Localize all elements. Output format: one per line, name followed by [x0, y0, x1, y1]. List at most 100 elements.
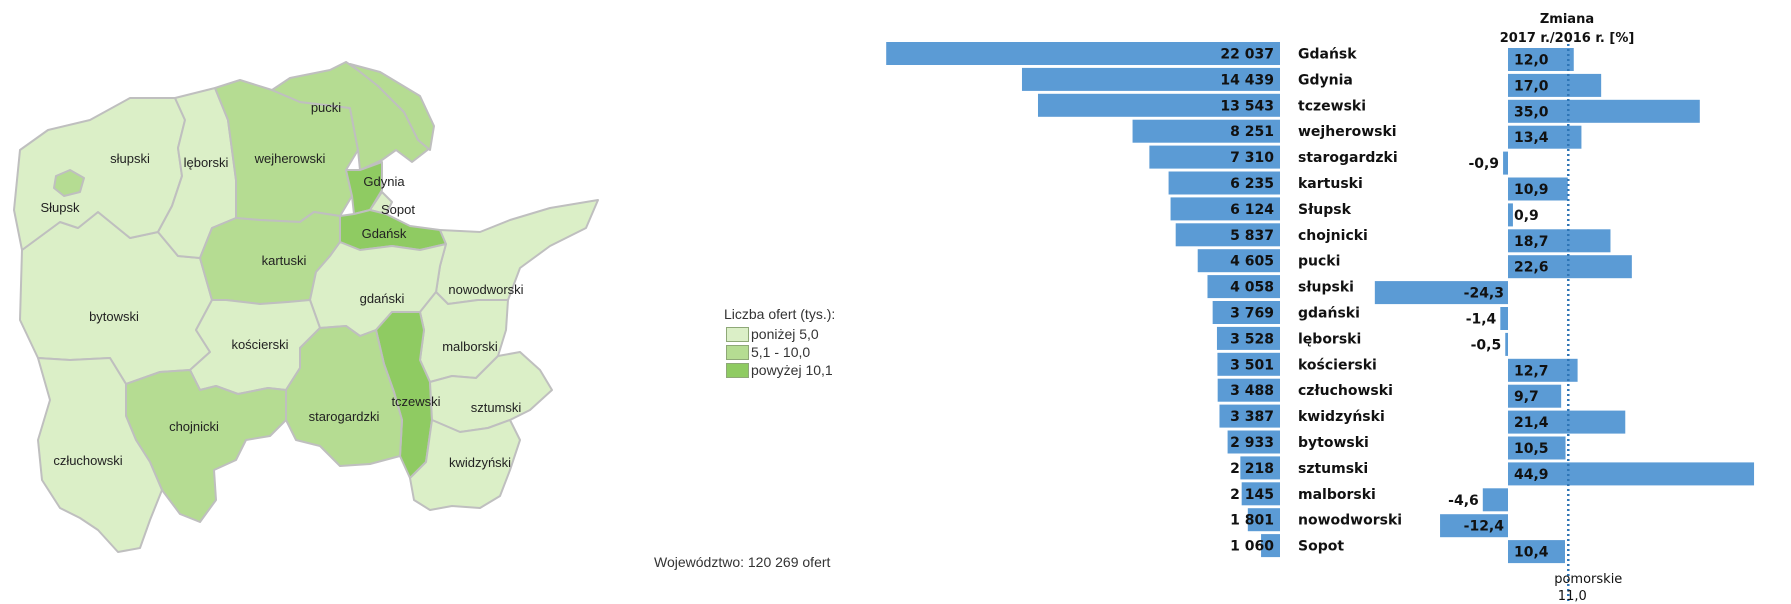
change-value-label-row-11: -0,5 — [1471, 337, 1502, 353]
offers-bar-row-9 — [1207, 275, 1280, 299]
change-value-label-row-5: 10,9 — [1514, 182, 1549, 198]
offers-bar-row-4 — [1149, 145, 1280, 169]
offers-value-label-row-14: 3 387 — [1230, 409, 1274, 425]
map-label-sztumski: sztumski — [471, 400, 522, 415]
offers-bar-row-10 — [1212, 301, 1280, 324]
change-bar-row-6 — [1508, 203, 1513, 227]
offers-bar-row-6 — [1170, 197, 1280, 221]
map-label-kwidzynski: kwidzyński — [449, 455, 511, 470]
offers-bar-row-8 — [1197, 249, 1280, 273]
legend-swatch-low — [726, 326, 749, 342]
category-label-row-13: człuchowski — [1298, 383, 1393, 399]
change-value-label-row-13: 9,7 — [1514, 389, 1539, 405]
reference-label: pomorskie — [1554, 572, 1622, 587]
offers-value-label-row-3: 8 251 — [1230, 124, 1274, 140]
change-bar-row-13 — [1508, 384, 1562, 408]
voivodeship-total: Województwo: 120 269 ofert — [654, 554, 831, 570]
change-bar-row-4 — [1503, 151, 1508, 175]
change-bar-row-7 — [1508, 229, 1611, 253]
legend-item-high: powyżej 10,1 — [726, 361, 835, 379]
map-label-slupsk: Słupsk — [40, 200, 80, 215]
change-bar-row-8 — [1508, 255, 1632, 279]
offers-value-label-row-6: 6 124 — [1230, 202, 1274, 218]
map-region-pucki — [271, 61, 431, 171]
category-label-row-7: chojnicki — [1298, 228, 1368, 244]
offers-bar-row-18 — [1247, 508, 1280, 532]
offers-value-label-row-19: 1 060 — [1230, 539, 1274, 555]
offers-bar-row-16 — [1240, 456, 1280, 480]
offers-value-label-row-16: 2 218 — [1230, 461, 1274, 477]
change-value-label-row-2: 35,0 — [1514, 104, 1549, 120]
change-bar-row-3 — [1508, 125, 1582, 149]
change-bar-row-2 — [1508, 99, 1700, 123]
map-label-kartuski: kartuski — [262, 253, 307, 268]
map-label-nowodworski: nowodworski — [448, 282, 523, 297]
category-label-row-4: starogardzki — [1298, 150, 1398, 166]
change-bar-row-11 — [1505, 332, 1508, 356]
category-label-row-0: Gdańsk — [1298, 47, 1357, 63]
offers-bar-row-13 — [1217, 378, 1280, 402]
change-value-label-row-9: -24,3 — [1464, 286, 1504, 302]
category-label-row-5: kartuski — [1298, 176, 1363, 192]
offers-value-label-row-0: 22 037 — [1220, 47, 1274, 63]
category-label-row-8: pucki — [1298, 254, 1340, 270]
change-title-line2: 2017 r./2016 r. [%] — [1500, 31, 1635, 46]
offers-value-label-row-4: 7 310 — [1230, 150, 1274, 166]
map-label-slupski: słupski — [110, 151, 150, 166]
change-value-label-row-1: 17,0 — [1514, 78, 1549, 94]
offers-value-label-row-12: 3 501 — [1230, 357, 1274, 373]
change-value-label-row-3: 13,4 — [1514, 130, 1549, 146]
change-value-label-row-10: -1,4 — [1466, 312, 1497, 328]
map-label-czluchowski: człuchowski — [53, 453, 122, 468]
change-title-line1: Zmiana — [1540, 12, 1594, 27]
change-bar-row-17 — [1482, 488, 1508, 512]
legend-item-mid: 5,1 - 10,0 — [726, 343, 835, 361]
legend-swatch-mid — [726, 344, 749, 360]
change-value-label-row-4: -0,9 — [1468, 156, 1499, 172]
legend-label-high: powyżej 10,1 — [751, 362, 833, 378]
offers-bar-row-2 — [1037, 93, 1280, 117]
offers-value-label-row-13: 3 488 — [1230, 383, 1274, 399]
map-label-starogardzki: starogardzki — [309, 409, 380, 424]
category-label-row-14: kwidzyński — [1298, 409, 1385, 425]
change-bar-row-0 — [1508, 48, 1574, 71]
legend-item-low: poniżej 5,0 — [726, 325, 835, 343]
legend-label-low: poniżej 5,0 — [751, 326, 819, 342]
category-label-row-9: słupski — [1298, 280, 1354, 296]
change-bar-row-19 — [1508, 540, 1565, 564]
legend-title: Liczba ofert (tys.): — [724, 306, 836, 322]
offers-bar-row-19 — [1261, 534, 1280, 558]
offers-value-label-row-2: 13 543 — [1220, 98, 1274, 114]
map-label-bytowski: bytowski — [89, 309, 139, 324]
category-label-row-10: gdański — [1298, 306, 1360, 322]
change-value-label-row-16: 44,9 — [1514, 467, 1549, 483]
change-value-label-row-6: 0,9 — [1514, 208, 1539, 224]
choropleth-map: pucki słupski lęborski wejherowski Gdyni… — [13, 61, 599, 553]
category-label-row-16: sztumski — [1298, 461, 1368, 477]
map-label-malborski: malborski — [442, 339, 498, 354]
category-label-row-19: Sopot — [1298, 539, 1344, 555]
offers-bar-row-0 — [886, 42, 1280, 65]
offers-value-label-row-9: 4 058 — [1230, 280, 1274, 296]
change-bar-row-10 — [1500, 307, 1508, 330]
change-value-label-row-19: 10,4 — [1514, 545, 1549, 561]
change-bar-row-9 — [1374, 281, 1508, 305]
change-bar-row-14 — [1508, 410, 1626, 434]
change-bar-row-1 — [1508, 73, 1602, 97]
offers-bar-row-7 — [1175, 223, 1280, 247]
offers-bar-row-1 — [1021, 67, 1280, 91]
legend-label-mid: 5,1 - 10,0 — [751, 344, 811, 360]
map-region-kwidzynski — [409, 419, 521, 511]
map-label-gdansk: Gdańsk — [362, 226, 407, 241]
map-label-sopot: Sopot — [381, 202, 415, 217]
offers-bar-row-17 — [1241, 482, 1280, 506]
map-legend: Liczba ofert (tys.): poniżej 5,0 5,1 - 1… — [724, 306, 835, 379]
change-value-label-row-12: 12,7 — [1514, 363, 1549, 379]
category-label-row-6: Słupsk — [1298, 202, 1352, 218]
category-label-row-12: kościerski — [1298, 357, 1377, 373]
offers-bar-row-5 — [1168, 171, 1280, 195]
map-label-tczewski: tczewski — [391, 394, 440, 409]
offers-value-label-row-7: 5 837 — [1230, 228, 1274, 244]
offers-value-label-row-18: 1 801 — [1230, 513, 1274, 529]
